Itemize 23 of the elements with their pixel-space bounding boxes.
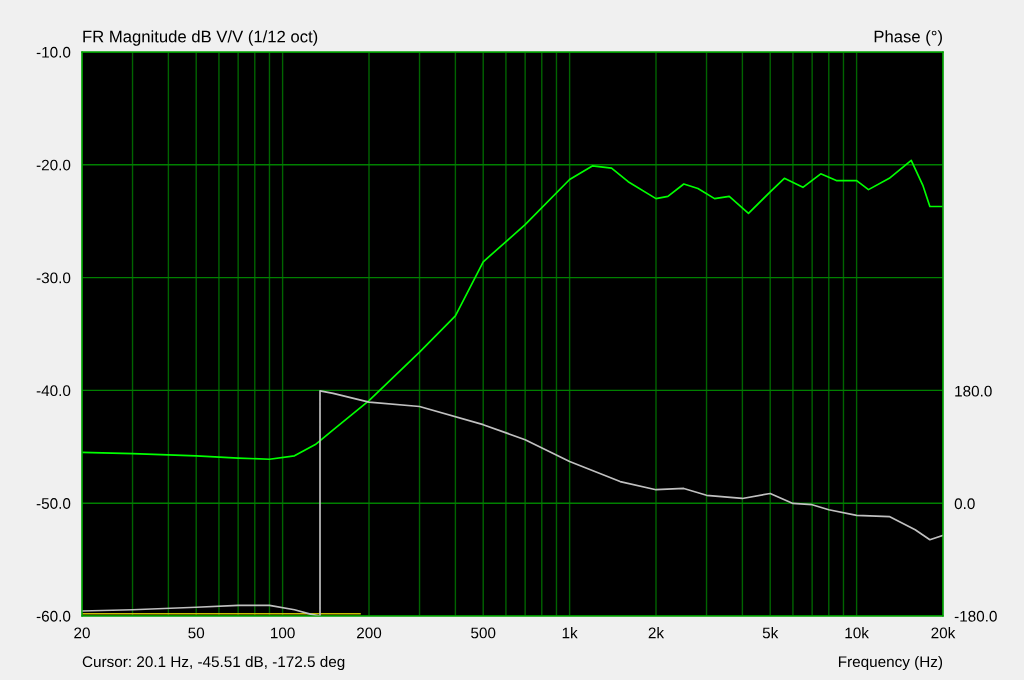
text: Cursor: 20.1 Hz, -45.51 dB, -172.5 deg [82, 655, 345, 671]
x-tick-label: 50 [188, 627, 205, 639]
y-tick-label: -60.0 [36, 610, 71, 622]
y2-axis-title: Phase (°) [874, 30, 942, 46]
x-tick-label: 20 [74, 627, 90, 639]
x-tick-label: 20k [931, 627, 956, 639]
y-axis-title: FR Magnitude dB V/V (1/12 oct) [83, 30, 318, 46]
y-tick-label: -30.0 [36, 272, 71, 284]
x-tick-label: 100 [271, 627, 295, 639]
y2-tick-label: 0.0 [954, 498, 975, 510]
y-tick-label: -50.0 [36, 498, 71, 509]
y-tick-label: -20.0 [36, 159, 71, 171]
y2-tick-label: 180.0 [955, 385, 992, 397]
x-tick-label: 5k [762, 627, 779, 639]
x-tick-label: 500 [471, 627, 496, 639]
x-tick-label: 200 [357, 627, 382, 639]
y2-tick-label: -180.0 [954, 610, 997, 622]
x-tick-label: 1k [562, 627, 578, 639]
x-axis-title: Frequency (Hz) [838, 655, 943, 671]
y-tick-label: -40.0 [36, 385, 71, 397]
x-tick-label: 2k [648, 627, 665, 639]
y-tick-label: -10.0 [36, 46, 71, 58]
x-tick-label: 10k [845, 627, 869, 639]
